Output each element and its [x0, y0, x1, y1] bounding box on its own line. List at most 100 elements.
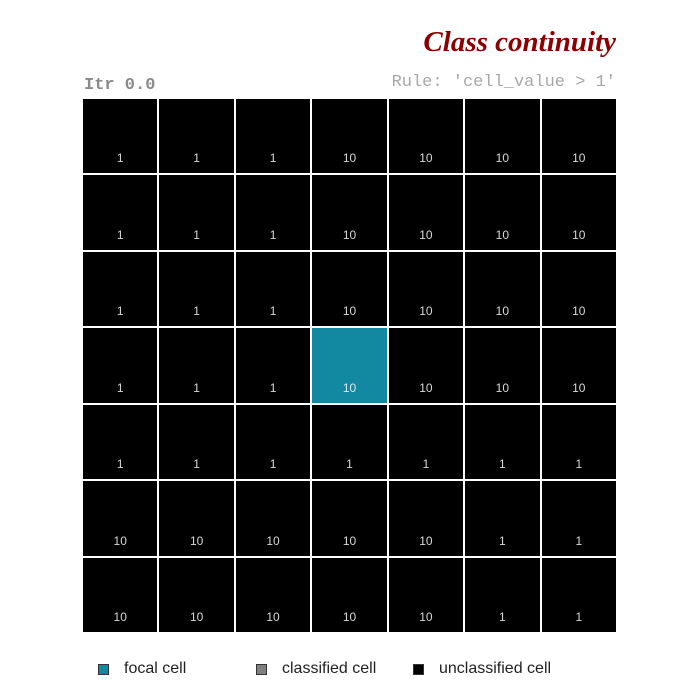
grid-cell: 1: [235, 251, 311, 327]
grid-cell: 10: [465, 99, 540, 174]
grid-cell: 10: [312, 251, 387, 327]
cell-value: 1: [575, 457, 583, 472]
cell-value: 1: [499, 457, 506, 472]
cell-value: 1: [269, 380, 277, 395]
cell-value: 10: [572, 380, 586, 395]
grid-cell: 1: [83, 328, 158, 403]
grid-cell: 10: [312, 328, 387, 403]
grid-cell: 1: [388, 404, 464, 480]
grid-cell: 1: [235, 404, 311, 480]
cell-value: 10: [189, 610, 204, 624]
grid-cell: 10: [388, 481, 464, 556]
legend-item-unclassified: unclassified cell: [413, 660, 551, 678]
legend-label: focal cell: [124, 660, 187, 677]
grid-cell: 1: [235, 328, 311, 403]
grid-cell: 10: [312, 557, 387, 632]
legend-label: unclassified cell: [439, 660, 552, 677]
grid-cell: 1: [83, 404, 158, 480]
grid-cell: 1: [312, 404, 387, 480]
iteration-label: Itr 0.0: [84, 76, 156, 95]
grid-cell: 10: [235, 557, 311, 632]
legend-item-classified: classified cell: [256, 660, 376, 678]
cell-value: 1: [116, 380, 124, 395]
grid-cell: 1: [159, 99, 234, 174]
cell-value: 10: [572, 304, 586, 319]
grid-cell: 1: [159, 175, 234, 250]
grid-cell: 10: [83, 557, 158, 632]
cell-value: 10: [342, 151, 357, 166]
grid-cell: 1: [235, 175, 311, 250]
grid-cell: 1: [465, 404, 540, 480]
grid-cell: 10: [541, 175, 616, 250]
cell-value: 10: [342, 304, 357, 319]
cell-value: 10: [495, 151, 510, 166]
cell-value: 1: [499, 610, 506, 624]
cell-value: 10: [189, 533, 204, 548]
cell-value: 10: [572, 151, 586, 166]
cell-value: 1: [116, 151, 124, 166]
cell-value: 1: [193, 380, 200, 395]
grid-cell: 10: [159, 481, 234, 556]
cell-grid: 1 1 1 10 10 10 10 1 1 1 10 10 10 10 1 1 1 10 10 10 10 1 1 1 10 10…: [83, 99, 616, 632]
cell-value: 1: [269, 457, 277, 472]
rule-label: Rule: 'cell_value > 1': [391, 73, 616, 92]
grid-cell: 10: [312, 99, 387, 174]
grid-cell: 1: [159, 404, 234, 480]
legend-item-focal: focal cell: [98, 660, 186, 678]
grid-cell: 10: [465, 328, 540, 403]
cell-value: 10: [342, 610, 357, 624]
cell-value: 10: [113, 533, 127, 548]
grid-cell: 10: [388, 251, 464, 327]
grid-cell: 10: [312, 481, 387, 556]
grid-cell: 1: [465, 557, 540, 632]
classified-cell-swatch: [256, 663, 267, 675]
grid-cell: 1: [541, 481, 616, 556]
cell-value: 10: [419, 533, 433, 548]
grid-cell: 1: [541, 557, 616, 632]
grid-cell: 1: [83, 99, 158, 174]
cell-value: 1: [116, 457, 124, 472]
cell-value: 10: [266, 610, 280, 624]
grid-cell: 1: [159, 328, 234, 403]
grid-cell: 10: [541, 251, 616, 327]
diagram-title: Class continuity: [423, 26, 616, 58]
cell-value: 10: [419, 227, 433, 242]
cell-value: 1: [116, 304, 124, 319]
grid-cell: 10: [388, 175, 464, 250]
grid-cell: 1: [541, 404, 616, 480]
cell-value: 10: [113, 610, 127, 624]
cell-value: 10: [419, 380, 433, 395]
cell-value: 1: [346, 457, 353, 472]
cell-value: 10: [495, 380, 510, 395]
cell-value: 10: [419, 304, 433, 319]
cell-value: 1: [193, 457, 200, 472]
unclassified-cell-swatch: [413, 663, 424, 675]
cell-value: 10: [342, 227, 357, 242]
cell-value: 1: [422, 457, 430, 472]
grid-cell: 1: [235, 99, 311, 174]
grid-cell: 1: [465, 481, 540, 556]
grid-cell: 1: [83, 175, 158, 250]
cell-value: 10: [495, 227, 510, 242]
cell-value: 1: [575, 610, 583, 624]
grid-cell: 10: [388, 557, 464, 632]
cell-value: 1: [269, 304, 277, 319]
legend: focal cell classified cell unclassified …: [98, 660, 700, 680]
cell-value: 10: [419, 610, 433, 624]
cell-value: 10: [342, 380, 357, 395]
cell-value: 1: [269, 227, 277, 242]
cell-value: 1: [499, 533, 506, 548]
cell-value: 10: [266, 533, 280, 548]
cell-value: 10: [342, 533, 357, 548]
cell-value: 1: [193, 151, 200, 166]
grid-cell: 10: [388, 99, 464, 174]
cell-value: 1: [269, 151, 277, 166]
grid-cell: 10: [312, 175, 387, 250]
grid-cell: 1: [83, 251, 158, 327]
cell-value: 1: [575, 533, 583, 548]
legend-label: classified cell: [282, 660, 377, 677]
grid-cell: 10: [388, 328, 464, 403]
grid-cell: 1: [159, 251, 234, 327]
grid-cell: 10: [235, 481, 311, 556]
grid-cell: 10: [541, 328, 616, 403]
